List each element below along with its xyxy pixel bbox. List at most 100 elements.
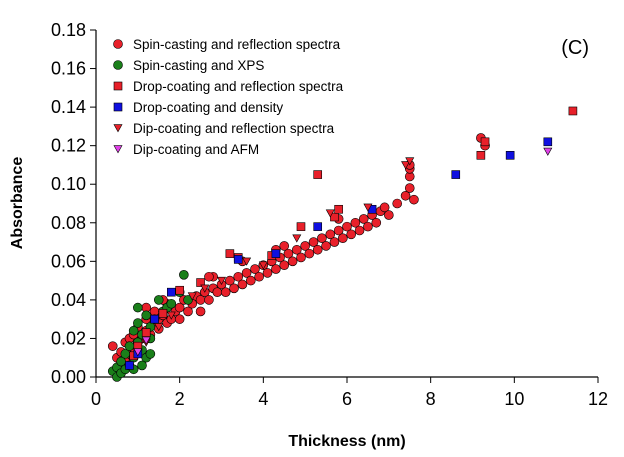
data-point <box>154 323 164 332</box>
data-point <box>317 233 327 243</box>
legend-marker <box>113 60 123 70</box>
legend: Spin-casting and reflection spectra Spin-… <box>113 37 344 157</box>
data-point <box>296 222 306 231</box>
data-point <box>174 314 185 324</box>
data-point <box>384 210 394 220</box>
data-point <box>258 261 268 270</box>
data-point <box>304 248 315 259</box>
data-point <box>187 292 197 301</box>
x-tick-label: 12 <box>588 389 608 409</box>
y-tick-label: 0.08 <box>51 213 86 233</box>
data-point <box>346 229 356 240</box>
data-point <box>300 241 310 251</box>
data-point <box>325 209 335 218</box>
x-tick-label: 2 <box>175 389 185 409</box>
legend-marker <box>113 145 123 154</box>
y-tick-label: 0.00 <box>51 367 86 387</box>
data-point <box>271 249 281 258</box>
data-point <box>128 325 139 336</box>
data-point <box>179 270 189 280</box>
data-point <box>233 255 243 264</box>
x-axis-title: Thickness (nm) <box>288 433 405 450</box>
y-tick-label: 0.10 <box>51 174 86 194</box>
data-point <box>476 151 486 160</box>
data-point <box>195 306 206 317</box>
data-point <box>242 257 252 266</box>
y-axis-title: Absorbance <box>9 157 26 250</box>
data-point <box>158 309 168 318</box>
y-tick-label: 0.18 <box>51 20 86 40</box>
data-point <box>451 170 461 179</box>
data-point <box>245 275 256 286</box>
data-point <box>204 295 214 305</box>
data-point <box>153 295 164 305</box>
data-point <box>287 256 298 267</box>
data-point <box>279 260 290 270</box>
data-point <box>409 194 419 205</box>
legend-label: Drop-coating and density <box>133 100 283 115</box>
data-point <box>141 328 151 337</box>
series-5 <box>133 147 553 357</box>
legend-marker <box>113 81 123 91</box>
x-tick-label: 8 <box>426 389 436 409</box>
data-point <box>392 198 403 209</box>
data-point <box>279 241 290 251</box>
legend-label: Spin-casting and reflection spectra <box>133 37 341 52</box>
data-point <box>167 287 176 297</box>
legend-label: Dip-coating and AFM <box>133 142 259 157</box>
data-point <box>543 147 553 156</box>
data-point <box>271 264 281 274</box>
data-point <box>350 217 361 228</box>
x-tick-label: 0 <box>91 389 101 409</box>
x-tick-label: 6 <box>342 389 352 409</box>
data-point <box>291 244 302 255</box>
data-point <box>141 310 151 321</box>
data-point <box>405 157 415 166</box>
data-point <box>313 170 323 179</box>
y-tick-label: 0.16 <box>51 59 86 79</box>
y-ticks: 0.00 0.02 0.04 0.06 0.08 0.10 0.12 0.14 0.16 0.18 <box>51 20 96 387</box>
data-point <box>225 275 235 286</box>
data-point <box>183 295 193 305</box>
data-point <box>229 283 239 294</box>
data-point <box>150 314 159 324</box>
data-point <box>338 233 348 243</box>
data-point <box>312 244 323 255</box>
data-point <box>133 348 143 357</box>
legend-label: Spin-casting and XPS <box>133 58 264 73</box>
y-tick-label: 0.04 <box>51 290 86 310</box>
data-point <box>241 268 252 278</box>
x-tick-label: 10 <box>504 389 524 409</box>
panel-label: (C) <box>561 37 589 59</box>
data-point <box>292 234 302 243</box>
y-tick-label: 0.14 <box>51 97 86 117</box>
data-point <box>325 229 336 240</box>
y-tick-label: 0.06 <box>51 251 86 271</box>
legend-label: Dip-coating and reflection spectra <box>133 121 335 136</box>
data-point <box>333 225 344 236</box>
data-point <box>308 237 319 247</box>
data-point <box>225 249 235 258</box>
data-point <box>363 203 373 212</box>
data-point <box>480 137 490 147</box>
data-point <box>401 161 411 170</box>
data-point <box>568 106 578 116</box>
data-marks <box>107 106 578 382</box>
data-point <box>124 341 135 351</box>
data-point <box>141 336 151 345</box>
data-point <box>296 252 306 263</box>
data-point <box>371 217 382 228</box>
data-point <box>133 302 143 313</box>
series-3 <box>125 137 553 370</box>
data-point <box>358 214 369 224</box>
data-point <box>354 225 365 236</box>
data-point <box>216 276 227 286</box>
legend-label: Drop-coating and reflection spectra <box>133 79 344 94</box>
data-point <box>145 349 156 359</box>
data-point <box>233 271 244 282</box>
data-point <box>166 311 176 320</box>
data-point <box>262 268 273 278</box>
data-point <box>125 361 134 370</box>
data-point <box>342 221 352 232</box>
data-point <box>200 284 210 293</box>
